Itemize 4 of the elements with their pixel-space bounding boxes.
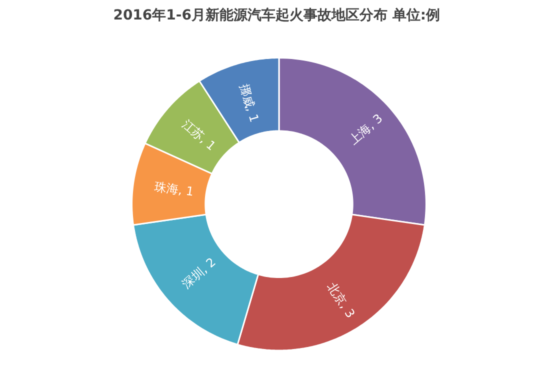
- slice-label: 珠海: [154, 179, 180, 197]
- slice-label: 挪威: [236, 82, 258, 110]
- chart-title: 2016年1-6月新能源汽车起火事故地区分布 单位:例: [113, 6, 440, 24]
- data-label: , 1: [177, 182, 195, 199]
